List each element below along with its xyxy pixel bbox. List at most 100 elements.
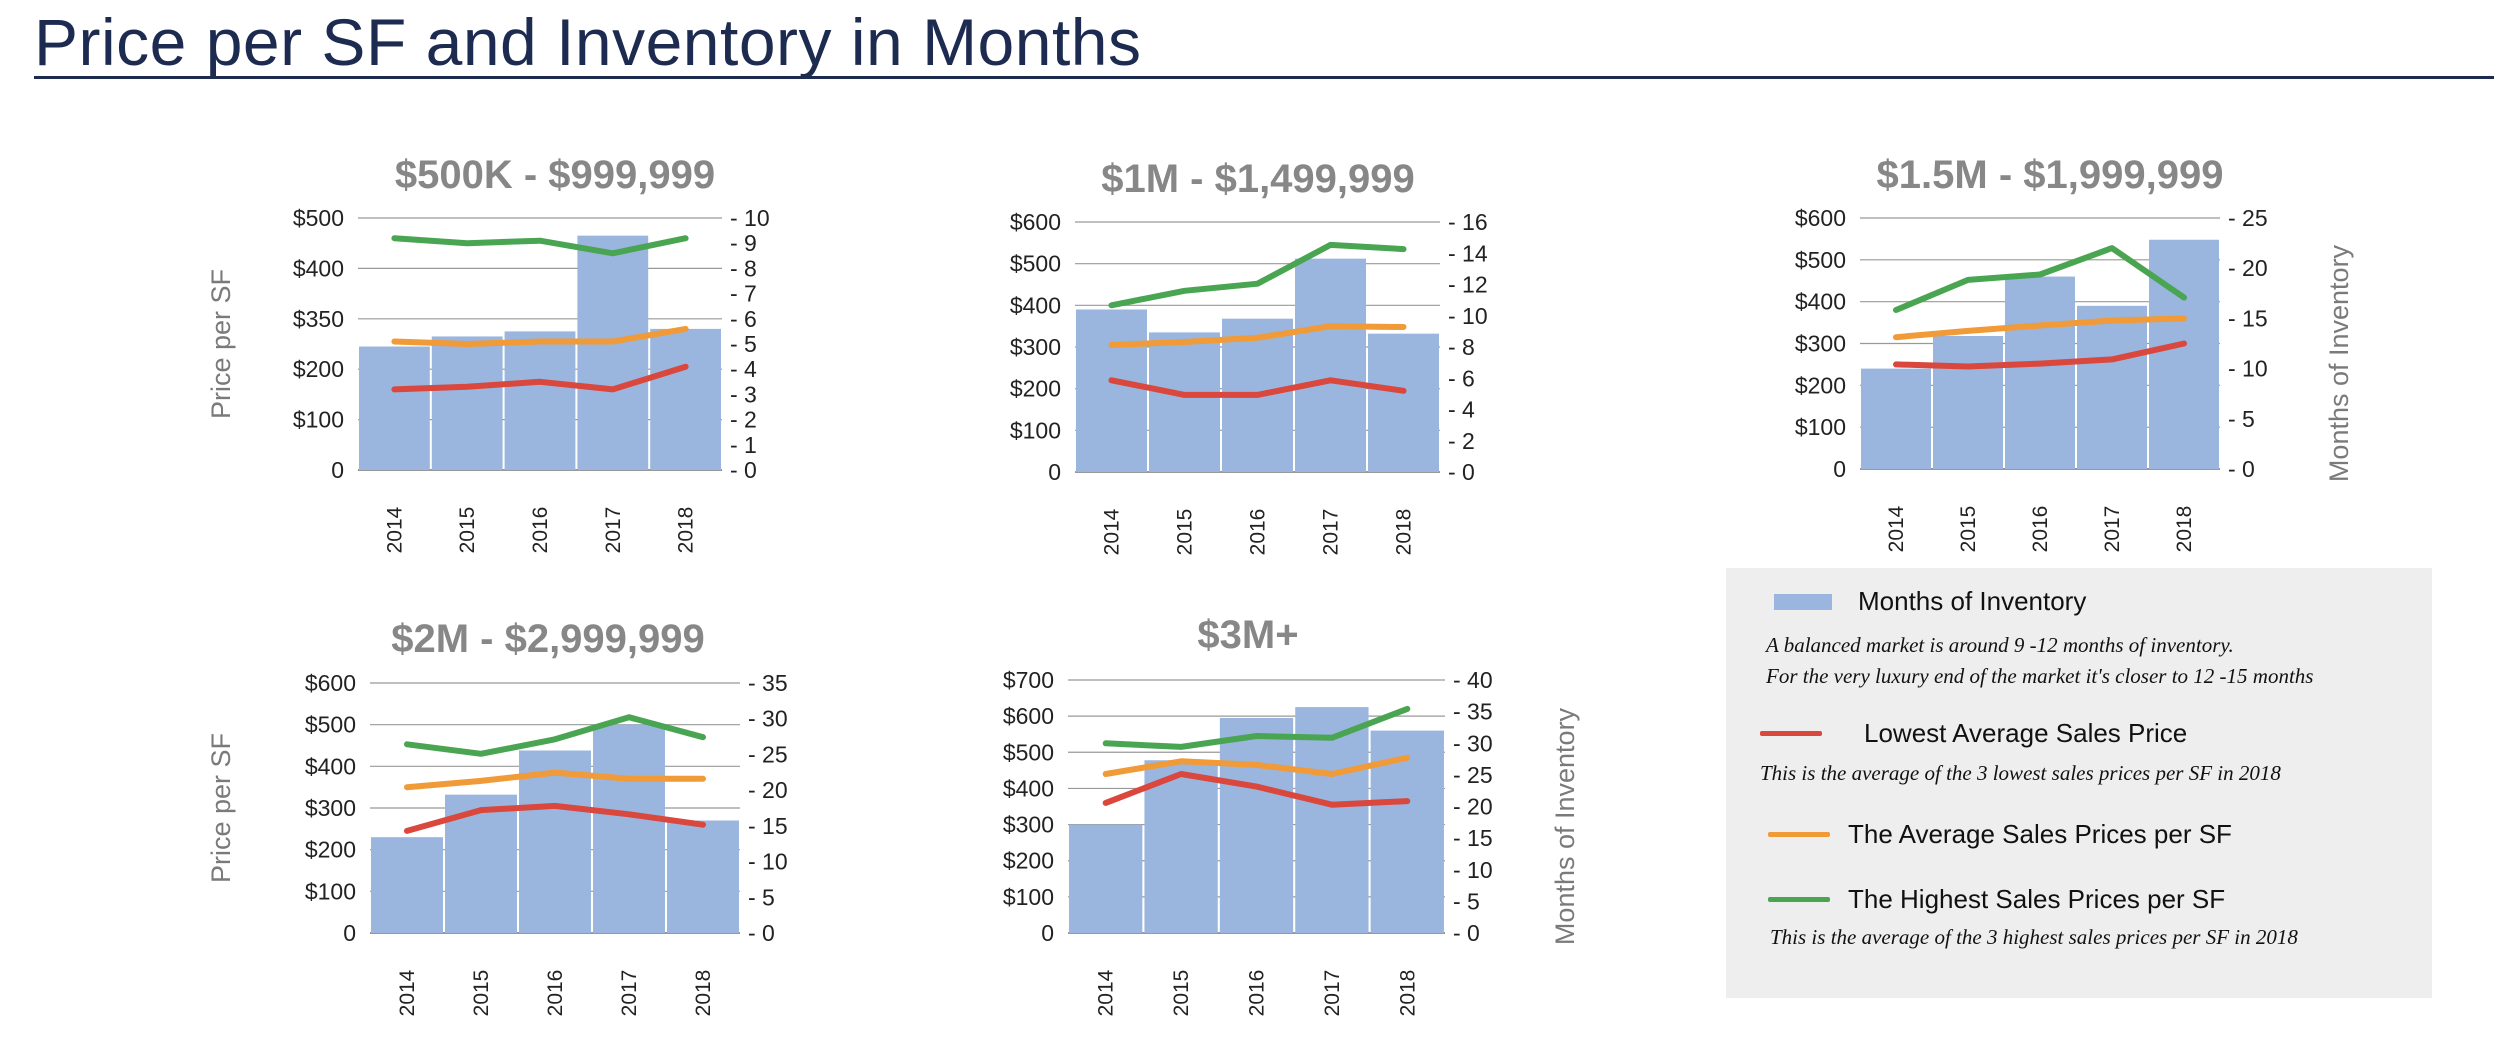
inventory-bar [1076, 309, 1147, 472]
legend-label-months: Months of Inventory [1858, 586, 2087, 616]
inventory-bar [1149, 332, 1220, 472]
left-tick-label: $100 [1003, 884, 1054, 910]
right-tick-label: - 5 [1453, 888, 1480, 914]
y2-axis-label: Months of Inventory [1550, 707, 1580, 945]
left-tick-label: $500 [305, 712, 356, 738]
inventory-bar [1069, 824, 1143, 933]
legend-label-lowest: Lowest Average Sales Price [1864, 718, 2188, 748]
right-tick-label: - 8 [730, 255, 757, 281]
x-tick-label: 2015 [1957, 506, 1980, 553]
left-tick-label: $200 [305, 837, 356, 863]
chart-title: $2M - $2,999,999 [391, 617, 705, 661]
right-tick-label: - 10 [730, 205, 770, 231]
inventory-bar [650, 328, 722, 470]
right-tick-label: - 40 [1453, 667, 1493, 693]
right-tick-label: - 0 [2228, 456, 2255, 482]
y-axis-label: Price per SF [206, 269, 236, 419]
right-tick-label: - 0 [730, 457, 757, 483]
series-line-lowest [391, 363, 689, 393]
series-line-highest [404, 714, 706, 757]
right-tick-label: - 7 [730, 281, 757, 307]
y2-axis-label: Months of Inventory [2324, 244, 2354, 482]
left-tick-label: 0 [343, 920, 356, 946]
legend-item-months: Months of Inventory [1774, 586, 2086, 617]
left-tick-label: $600 [305, 670, 356, 696]
legend-item-lowest: Lowest Average Sales Price [1760, 718, 2187, 749]
right-tick-label: - 25 [748, 741, 788, 767]
left-tick-label: 0 [1041, 920, 1054, 946]
legend-note-months-1: A balanced market is around 9 -12 months… [1766, 633, 2234, 657]
series-line-highest [1102, 705, 1411, 750]
right-tick-label: - 6 [1448, 365, 1475, 391]
legend-label-average: The Average Sales Prices per SF [1848, 819, 2232, 849]
inventory-bar [371, 837, 443, 933]
x-tick-label: 2018 [675, 507, 698, 554]
series-line-lowest [1893, 340, 2187, 370]
left-tick-label: $400 [305, 753, 356, 779]
x-tick-label: 2015 [1170, 970, 1193, 1017]
right-tick-label: - 4 [730, 356, 757, 382]
inventory-bar [1860, 368, 1932, 469]
right-tick-label: - 35 [748, 670, 788, 696]
left-tick-label: $200 [293, 356, 344, 382]
chart-title: $1.5M - $1,999,999 [1877, 153, 2224, 197]
x-tick-label: 2016 [544, 970, 567, 1017]
x-tick-label: 2014 [1885, 505, 1908, 552]
right-tick-label: - 1 [730, 432, 757, 458]
series-line-lowest [1102, 771, 1411, 808]
right-tick-label: - 10 [748, 849, 788, 875]
inventory-bar [1295, 258, 1366, 472]
right-tick-label: - 25 [2228, 205, 2268, 231]
left-tick-label: $300 [1003, 812, 1054, 838]
series-line-average [1893, 315, 2187, 341]
left-tick-label: $600 [1795, 205, 1846, 231]
chart-title: $1M - $1,499,999 [1101, 157, 1415, 201]
left-tick-label: 0 [331, 457, 344, 483]
left-tick-label: $500 [1010, 251, 1061, 277]
x-tick-label: 2018 [692, 970, 715, 1017]
left-tick-label: 0 [1048, 459, 1061, 485]
legend-bar-swatch [1774, 593, 1832, 610]
y-axis-label: Price per SF [206, 733, 236, 883]
left-tick-label: $600 [1003, 703, 1054, 729]
inventory-bar [2076, 305, 2148, 469]
x-tick-label: 2015 [470, 970, 493, 1017]
legend-lowest-swatch [1760, 731, 1822, 736]
inventory-bar [1144, 760, 1218, 933]
x-tick-label: 2017 [602, 507, 625, 554]
right-tick-label: - 20 [1453, 794, 1493, 820]
right-tick-label: - 2 [1448, 428, 1475, 454]
right-tick-label: - 0 [1453, 920, 1480, 946]
series-line-lowest [404, 802, 706, 834]
left-tick-label: $700 [1003, 667, 1054, 693]
left-tick-label: $300 [1010, 334, 1061, 360]
left-tick-label: $100 [293, 407, 344, 433]
right-tick-label: - 20 [2228, 255, 2268, 281]
right-tick-label: - 5 [748, 884, 775, 910]
x-tick-label: 2016 [529, 507, 552, 554]
right-tick-label: - 5 [2228, 406, 2255, 432]
page-title: Price per SF and Inventory in Months [34, 5, 1142, 79]
left-tick-label: $100 [1010, 417, 1061, 443]
x-tick-label: 2014 [1101, 508, 1124, 555]
x-tick-label: 2018 [2173, 506, 2196, 553]
inventory-bar [1295, 707, 1369, 933]
inventory-bar [667, 820, 739, 933]
right-tick-label: - 10 [1448, 303, 1488, 329]
left-tick-label: $400 [1010, 292, 1061, 318]
inventory-bar [504, 331, 576, 470]
left-tick-label: $300 [305, 795, 356, 821]
x-tick-label: 2014 [1095, 969, 1118, 1016]
inventory-bar [1219, 717, 1294, 933]
x-tick-label: 2016 [1246, 970, 1269, 1017]
x-tick-label: 2014 [383, 506, 406, 553]
left-tick-label: $400 [293, 255, 344, 281]
left-tick-label: $600 [1010, 209, 1061, 235]
legend-label-highest: The Highest Sales Prices per SF [1848, 884, 2226, 914]
title-divider [34, 76, 2494, 79]
right-tick-label: - 20 [748, 777, 788, 803]
x-tick-label: 2017 [618, 970, 641, 1017]
series-line-highest [1108, 241, 1407, 309]
legend-note-lowest: This is the average of the 3 lowest sale… [1760, 761, 2281, 785]
